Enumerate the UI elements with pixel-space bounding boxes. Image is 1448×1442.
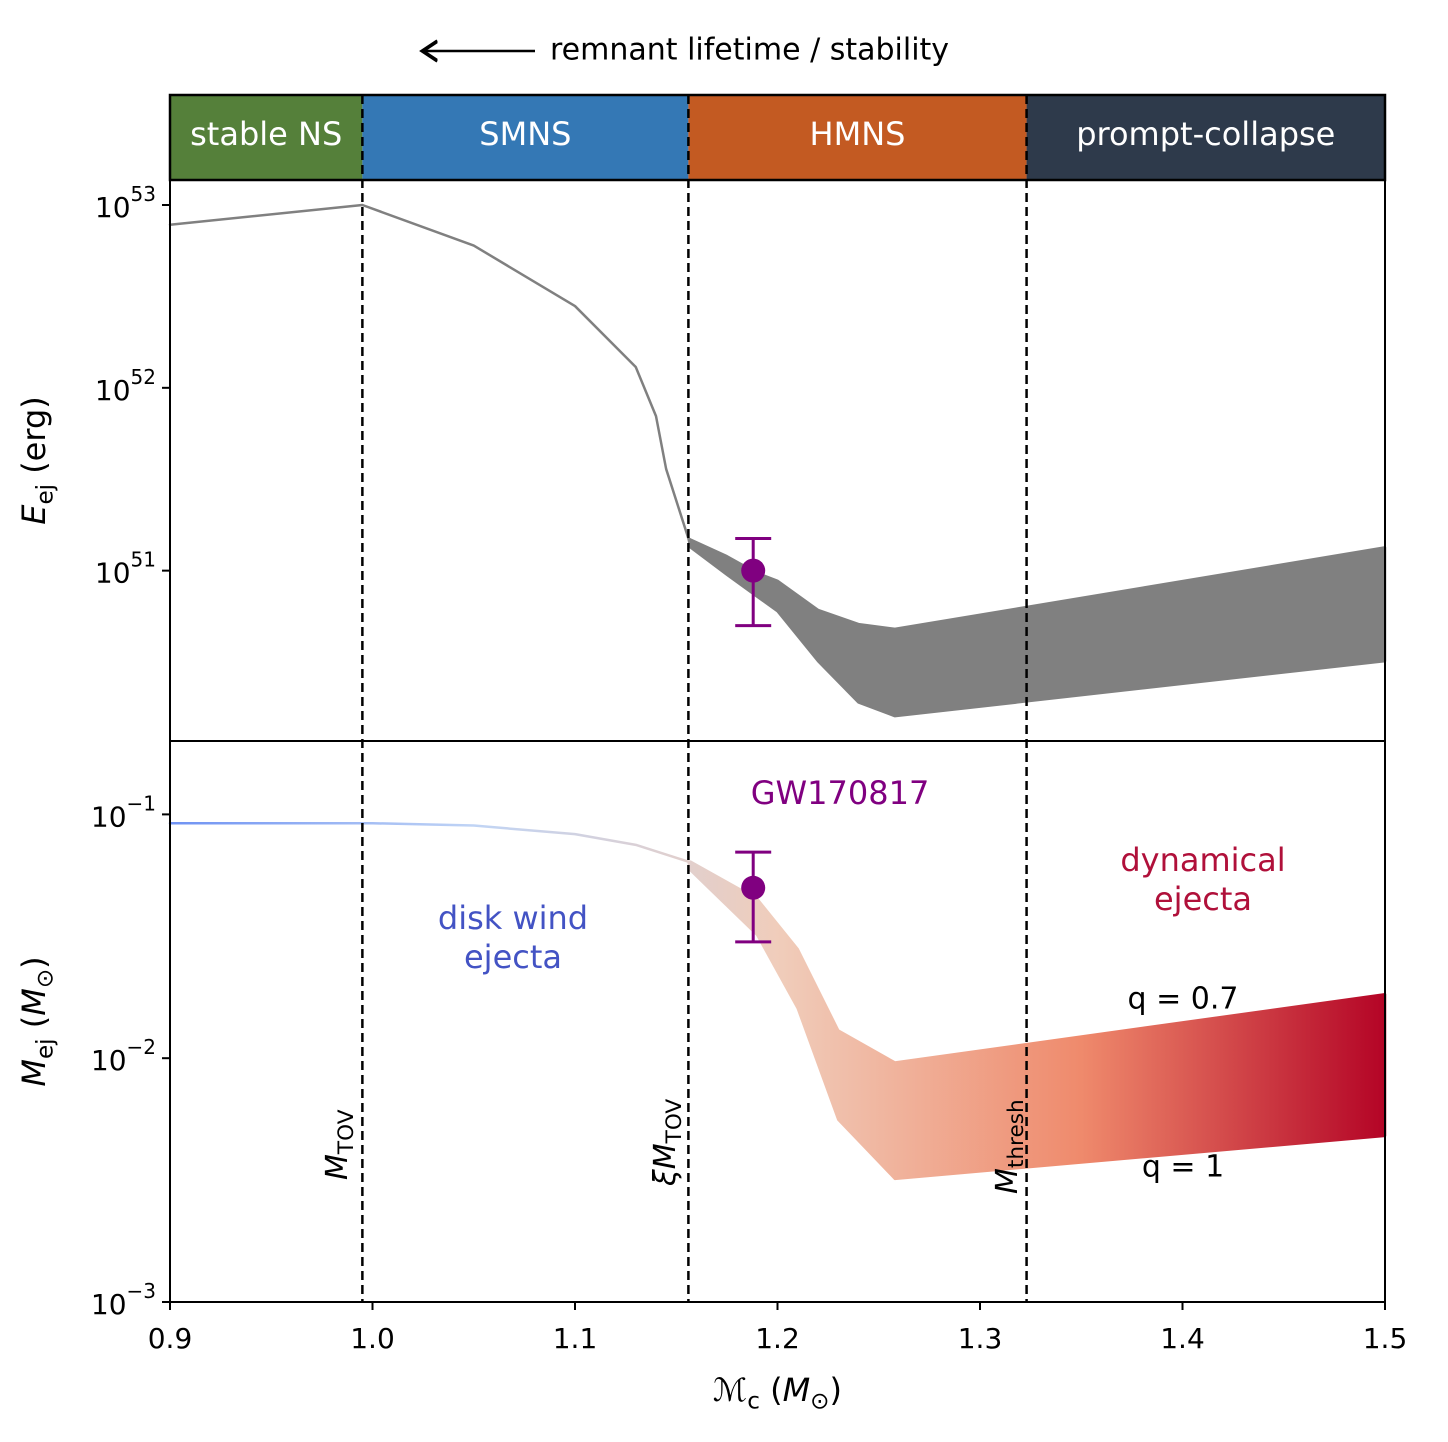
x-axis-label-part: ( bbox=[760, 1371, 783, 1409]
y-tick-label: 1053 bbox=[95, 181, 156, 224]
y-tick-exponent: 51 bbox=[131, 547, 156, 571]
y-tick-base: 10 bbox=[95, 374, 131, 407]
annotation: q = 0.7 bbox=[1128, 982, 1239, 1017]
y-tick-exponent: 52 bbox=[131, 364, 156, 388]
y-tick-label: 1051 bbox=[95, 547, 156, 590]
x-tick-label: 1.1 bbox=[553, 1322, 598, 1355]
y-tick-base: 10 bbox=[95, 191, 131, 224]
y-tick-base: 10 bbox=[91, 1288, 127, 1321]
threshold-label-part: TOV bbox=[662, 1099, 687, 1145]
y-axis-label-part: E bbox=[15, 504, 53, 525]
x-tick-label: 1.0 bbox=[350, 1322, 395, 1355]
point bbox=[741, 875, 766, 900]
y-tick-exponent: −3 bbox=[127, 1279, 156, 1303]
y-axis-label-part: ej bbox=[32, 1038, 58, 1059]
y-tick-label: 1052 bbox=[95, 364, 156, 407]
y-axis-label-part: ⊙ bbox=[32, 969, 58, 988]
y-axis-label-part: ) bbox=[15, 956, 53, 968]
y-axis-label: Mej (M⊙) bbox=[15, 956, 58, 1086]
x-axis-label-part: ⊙ bbox=[810, 1388, 829, 1414]
point bbox=[741, 558, 766, 583]
y-tick-base: 10 bbox=[91, 800, 127, 833]
threshold-label-part: thresh bbox=[1004, 1099, 1029, 1168]
y-tick-exponent: −1 bbox=[127, 791, 156, 815]
threshold-label-part: ξM bbox=[648, 1143, 683, 1187]
header-text: remnant lifetime / stability bbox=[550, 33, 949, 68]
x-axis-label: ℳc (M⊙) bbox=[713, 1371, 842, 1414]
y-axis-label-part: M bbox=[15, 988, 53, 1016]
annotation: q = 1 bbox=[1142, 1150, 1224, 1185]
x-axis-label-part: ) bbox=[829, 1371, 841, 1409]
y-tick-base: 10 bbox=[95, 557, 131, 590]
region bbox=[688, 95, 1027, 180]
annotation: GW170817 bbox=[751, 774, 930, 812]
threshold-label: MTOV bbox=[320, 1109, 360, 1180]
x-tick-label: 1.5 bbox=[1363, 1322, 1408, 1355]
region bbox=[362, 95, 689, 180]
region-label: stable NS bbox=[190, 115, 342, 153]
threshold-label-part: M bbox=[320, 1154, 355, 1180]
y-tick-exponent: 53 bbox=[131, 181, 156, 205]
region-label: prompt-collapse bbox=[1076, 115, 1335, 153]
x-axis-label-part: ℳ bbox=[713, 1371, 747, 1409]
annotation: disk wind bbox=[438, 899, 588, 937]
y-tick-label: 10−2 bbox=[91, 1035, 156, 1078]
x-tick-label: 1.4 bbox=[1160, 1322, 1205, 1355]
y-axis-label-part: ej bbox=[32, 484, 58, 505]
region-label: SMNS bbox=[479, 115, 571, 153]
annotation: ejecta bbox=[1154, 880, 1252, 918]
y-axis-label-part: (erg) bbox=[15, 396, 53, 484]
y-tick-exponent: −2 bbox=[127, 1035, 156, 1059]
region bbox=[170, 95, 363, 180]
panel-frame bbox=[169, 740, 1386, 1303]
y-axis-label: Eej (erg) bbox=[15, 396, 58, 525]
region bbox=[1026, 95, 1385, 180]
y-tick-label: 10−1 bbox=[91, 791, 156, 834]
threshold-label: ξMTOV bbox=[648, 1099, 688, 1187]
threshold-label-part: M bbox=[990, 1168, 1025, 1194]
annotation: ejecta bbox=[464, 938, 562, 976]
threshold-label-part: TOV bbox=[334, 1109, 359, 1155]
region-label: HMNS bbox=[810, 115, 906, 153]
x-axis-label-part: M bbox=[783, 1371, 811, 1409]
x-axis-label-part: c bbox=[747, 1388, 760, 1414]
band bbox=[168, 203, 1387, 718]
x-tick-label: 1.3 bbox=[958, 1322, 1003, 1355]
y-tick-label: 10−3 bbox=[91, 1279, 156, 1322]
x-tick-label: 1.2 bbox=[755, 1322, 800, 1355]
x-tick-label: 0.9 bbox=[148, 1322, 193, 1355]
y-tick-base: 10 bbox=[91, 1044, 127, 1077]
threshold-label: Mthresh bbox=[990, 1099, 1030, 1194]
y-axis-label-part: ( bbox=[15, 1016, 53, 1039]
y-axis-label-part: M bbox=[15, 1059, 53, 1087]
annotation: dynamical bbox=[1120, 841, 1285, 879]
